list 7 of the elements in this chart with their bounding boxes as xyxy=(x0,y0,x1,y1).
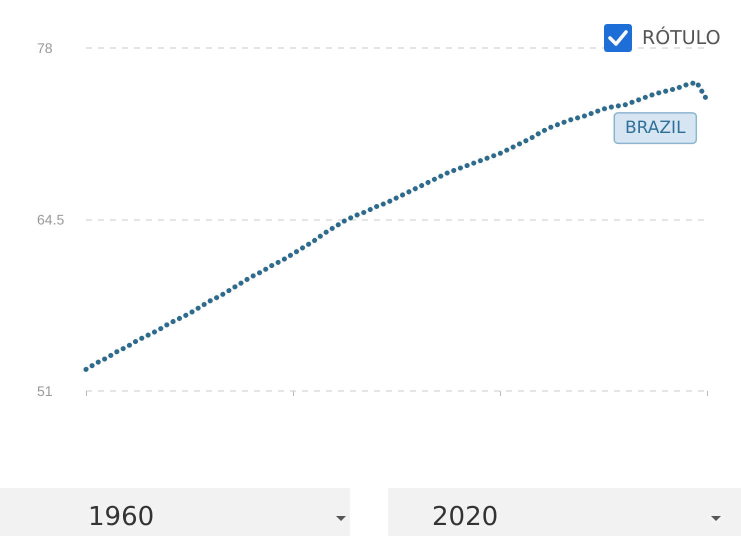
y-tick-label: 78 xyxy=(37,40,53,56)
text: 2020 xyxy=(432,501,498,534)
annotation: RÓTULO xyxy=(642,27,721,49)
text: 1960 xyxy=(88,501,154,534)
y-tick-label: 64.5 xyxy=(37,212,64,228)
series-label: BRAZIL xyxy=(625,118,686,138)
y-tick-label: 51 xyxy=(37,383,53,399)
